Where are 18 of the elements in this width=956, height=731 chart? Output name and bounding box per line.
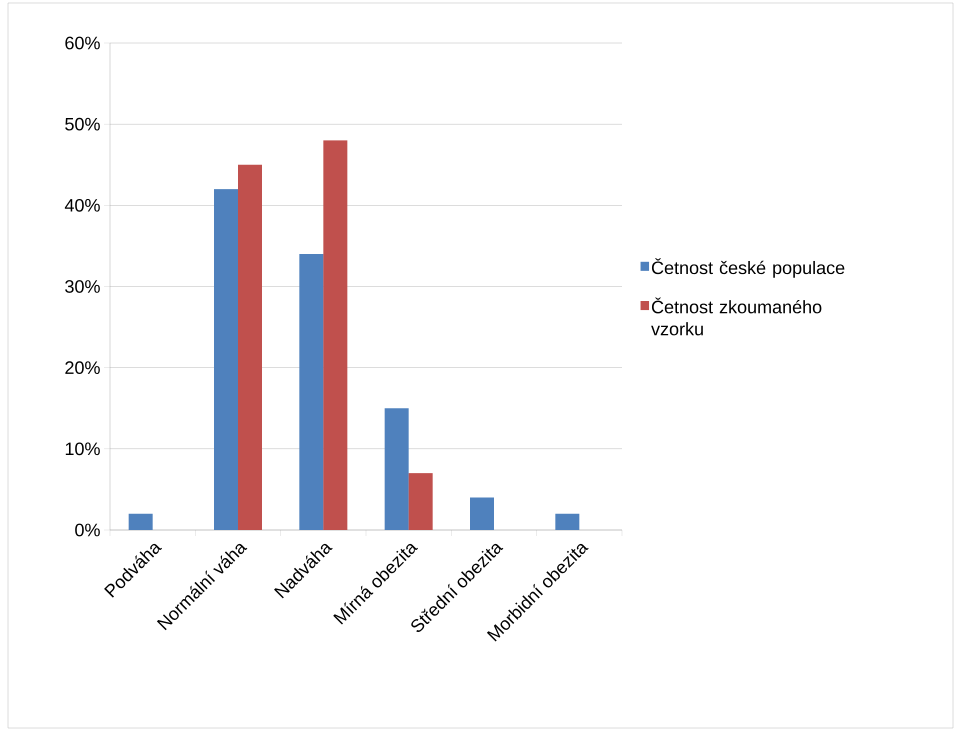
y-tick-label: 30% [65, 280, 100, 293]
y-tick-label: 10% [66, 442, 100, 456]
bar [323, 140, 348, 530]
y-tick-label: 40% [64, 198, 100, 212]
bar [128, 514, 153, 530]
bar [384, 408, 409, 530]
y-tick-label: 60% [65, 36, 100, 50]
y-tick-label: 0% [75, 524, 100, 536]
legend-label: Četnost české populace [652, 258, 844, 278]
bar [214, 189, 238, 530]
bar [238, 164, 262, 530]
bar [408, 473, 433, 530]
bar [299, 254, 324, 530]
y-tick-label: 20% [65, 361, 100, 374]
legend-label: Četnost zkoumaného vzorku [651, 297, 822, 336]
y-tick-label: 50% [65, 118, 100, 131]
bar [555, 514, 580, 530]
bar [470, 498, 494, 530]
